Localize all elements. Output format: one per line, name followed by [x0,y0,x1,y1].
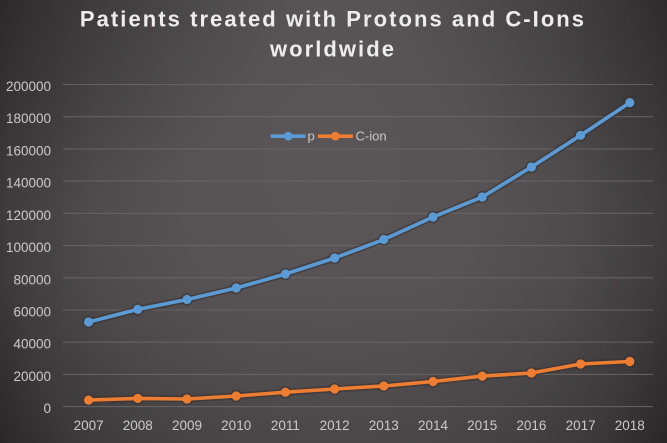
svg-text:2016: 2016 [516,418,546,433]
svg-text:2017: 2017 [566,418,596,433]
svg-text:worldwide: worldwide [269,36,396,61]
svg-text:2012: 2012 [320,418,350,433]
svg-text:2009: 2009 [172,418,202,433]
svg-text:20000: 20000 [13,369,51,384]
svg-text:2007: 2007 [74,418,104,433]
svg-text:2015: 2015 [467,418,497,433]
svg-text:2008: 2008 [123,418,153,433]
svg-text:2010: 2010 [221,418,251,433]
svg-text:160000: 160000 [6,143,51,158]
svg-text:40000: 40000 [13,337,51,352]
svg-text:140000: 140000 [6,176,51,191]
svg-text:p: p [308,129,315,144]
svg-text:2014: 2014 [418,418,449,433]
svg-text:100000: 100000 [6,240,51,255]
svg-text:120000: 120000 [6,208,51,223]
svg-text:2011: 2011 [271,418,300,433]
svg-text:200000: 200000 [6,79,51,94]
svg-text:80000: 80000 [13,272,51,287]
svg-text:0: 0 [43,401,51,416]
svg-text:180000: 180000 [6,111,51,126]
svg-text:2013: 2013 [369,418,399,433]
svg-text:2018: 2018 [615,418,645,433]
svg-text:Patients treated with Protons: Patients treated with Protons and C-Ions [80,6,586,31]
svg-text:C-ion: C-ion [356,129,387,144]
svg-text:60000: 60000 [13,305,51,320]
